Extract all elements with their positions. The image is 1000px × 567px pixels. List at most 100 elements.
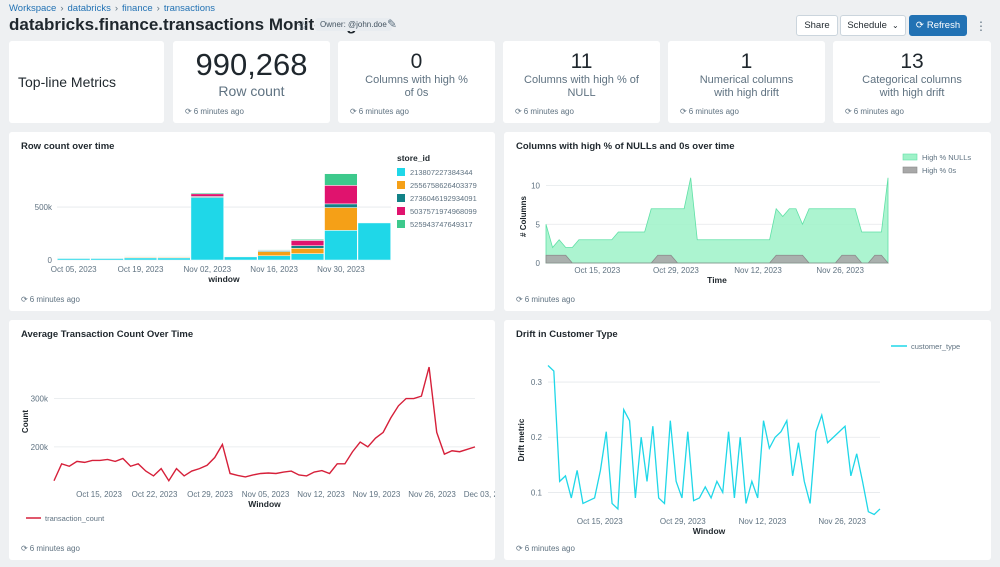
num-drift-value: 1 bbox=[740, 50, 753, 73]
bar-segment bbox=[157, 255, 191, 257]
x-tick-label: Nov 16, 2023 bbox=[250, 265, 298, 274]
row-count-chart: 0 500k Oct 05, 2023 Oct 19, 2023 Nov 02, 202… bbox=[35, 153, 477, 284]
x-tick-label: Nov 12, 2023 bbox=[739, 517, 787, 526]
timestamp: ⟳ 6 minutes ago bbox=[845, 107, 904, 116]
breadcrumb-finance[interactable]: finance bbox=[122, 3, 153, 14]
legend-label: 525943747649317 bbox=[410, 220, 473, 229]
y-tick-label: 0.2 bbox=[531, 433, 543, 442]
breadcrumb-separator: › bbox=[114, 3, 118, 14]
breadcrumb-workspace[interactable]: Workspace bbox=[9, 3, 57, 14]
timestamp: ⟳ 6 minutes ago bbox=[21, 544, 80, 553]
legend-swatch bbox=[902, 153, 918, 161]
legend-swatch bbox=[397, 194, 405, 202]
y-tick-label: 0.3 bbox=[531, 378, 543, 387]
timestamp: ⟳ 6 minutes ago bbox=[516, 544, 575, 553]
refresh-button[interactable]: ⟳ Refresh bbox=[909, 15, 967, 36]
drift-chart-card: Drift in Customer Type 0.1 0.2 0.3 Oct 15, … bbox=[504, 320, 991, 560]
timestamp: ⟳ 6 minutes ago bbox=[515, 107, 574, 116]
x-axis-label: Window bbox=[248, 499, 281, 509]
legend-label: High % 0s bbox=[922, 166, 956, 175]
clock-icon: ⟳ bbox=[515, 107, 522, 116]
bar-segment bbox=[257, 249, 291, 251]
x-tick-label: Nov 26, 2023 bbox=[816, 266, 864, 275]
legend-label: transaction_count bbox=[45, 514, 105, 523]
share-button[interactable]: Share bbox=[796, 15, 838, 36]
clock-icon: ⟳ bbox=[21, 544, 28, 553]
x-axis-label: Time bbox=[707, 275, 727, 285]
clock-icon: ⟳ bbox=[516, 295, 523, 304]
breadcrumb-transactions[interactable]: transactions bbox=[163, 3, 216, 14]
timestamp: ⟳ 6 minutes ago bbox=[680, 107, 739, 116]
x-tick-label: Oct 29, 2023 bbox=[187, 490, 233, 499]
bar-segment bbox=[123, 255, 158, 257]
bar-segment bbox=[324, 185, 358, 205]
x-axis-label: Window bbox=[693, 526, 726, 536]
cat-drift-value: 13 bbox=[900, 50, 924, 73]
y-tick-label: 500k bbox=[35, 203, 53, 212]
row-count-card: 990,268 Row count ⟳ 6 minutes ago bbox=[173, 41, 330, 123]
num-drift-card: 1 Numerical columns with high drift ⟳ 6 m… bbox=[668, 41, 825, 123]
null-zero-chart: 0 5 10 Oct 15, 2023 Oct 29, 2023 Nov 12, 2023… bbox=[519, 153, 971, 285]
transaction-chart: 200k 300k Oct 15, 2023 Oct 22, 2023 Oct 29, … bbox=[21, 366, 495, 523]
bar-segment bbox=[57, 256, 91, 258]
clock-icon: ⟳ bbox=[185, 107, 192, 116]
row-count-label: Row count bbox=[218, 83, 285, 99]
bar-segment bbox=[290, 253, 325, 261]
transaction-chart-card: Average Transaction Count Over Time 200k… bbox=[9, 320, 495, 560]
chevron-down-icon: ⌄ bbox=[891, 21, 899, 30]
row-count-chart-card: Row count over time 0 500k Oct 05, 2023 Oct… bbox=[9, 132, 495, 311]
area-series bbox=[545, 177, 889, 264]
x-tick-label: Oct 22, 2023 bbox=[132, 490, 178, 499]
bar-segment bbox=[324, 230, 358, 261]
more-options-button[interactable]: ⋮ bbox=[971, 15, 991, 36]
line-series bbox=[547, 365, 881, 516]
owner-badge: Owner: @john.doe bbox=[315, 18, 392, 31]
bar-segment bbox=[224, 256, 258, 261]
x-tick-label: Nov 05, 2023 bbox=[242, 490, 290, 499]
breadcrumb-databricks[interactable]: databricks bbox=[67, 3, 111, 14]
num-drift-label: Numerical columns with high drift bbox=[699, 74, 794, 99]
y-axis-label: Count bbox=[21, 410, 30, 433]
y-tick-label: 200k bbox=[31, 443, 49, 452]
high-zero-value: 0 bbox=[410, 50, 423, 73]
x-tick-label: Nov 26, 2023 bbox=[818, 517, 866, 526]
bar-segment bbox=[90, 256, 124, 258]
breadcrumb-separator: › bbox=[60, 3, 64, 14]
high-zero-card: 0 Columns with high % of 0s ⟳ 6 minutes a… bbox=[338, 41, 495, 123]
clock-icon: ⟳ bbox=[516, 544, 523, 553]
schedule-label: Schedule bbox=[847, 20, 887, 31]
bar-segment bbox=[357, 222, 391, 261]
legend-swatch bbox=[902, 166, 918, 174]
timestamp: ⟳ 6 minutes ago bbox=[21, 295, 80, 304]
x-tick-label: Nov 12, 2023 bbox=[734, 266, 782, 275]
bar-segment bbox=[290, 245, 325, 249]
y-tick-label: 0 bbox=[48, 256, 53, 265]
bar-segment bbox=[290, 248, 325, 254]
bar-segment bbox=[290, 239, 325, 241]
topline-title: Top-line Metrics bbox=[18, 74, 117, 90]
schedule-button[interactable]: Schedule ⌄ bbox=[840, 15, 906, 36]
y-axis-label: Drift metric bbox=[517, 418, 526, 461]
x-tick-label: Nov 02, 2023 bbox=[184, 265, 232, 274]
y-tick-label: 10 bbox=[531, 182, 540, 191]
legend-title: store_id bbox=[397, 153, 430, 163]
timestamp: ⟳ 6 minutes ago bbox=[185, 107, 244, 116]
x-tick-label: Oct 15, 2023 bbox=[574, 266, 620, 275]
chart-title: Columns with high % of NULLs and 0s over… bbox=[516, 141, 735, 152]
star-icon[interactable]: ☆ bbox=[297, 18, 309, 33]
x-tick-label: Nov 30, 2023 bbox=[317, 265, 365, 274]
bar-segment bbox=[257, 251, 291, 257]
topline-card: Top-line Metrics bbox=[9, 41, 164, 123]
line-series bbox=[53, 366, 476, 483]
pencil-icon[interactable]: ✎ bbox=[387, 17, 398, 31]
legend-label: High % NULLs bbox=[922, 153, 971, 162]
x-tick-label: Nov 12, 2023 bbox=[297, 490, 345, 499]
x-tick-label: Dec 03, 2023 bbox=[464, 490, 495, 499]
high-null-label: Columns with high % of NULL bbox=[524, 74, 639, 99]
y-tick-label: 5 bbox=[536, 220, 541, 229]
row-count-value: 990,268 bbox=[195, 47, 308, 82]
refresh-icon: ⟳ bbox=[915, 20, 924, 31]
x-tick-label: Nov 19, 2023 bbox=[353, 490, 401, 499]
legend-label: 5037571974968099 bbox=[410, 207, 477, 216]
x-tick-label: Nov 26, 2023 bbox=[408, 490, 456, 499]
